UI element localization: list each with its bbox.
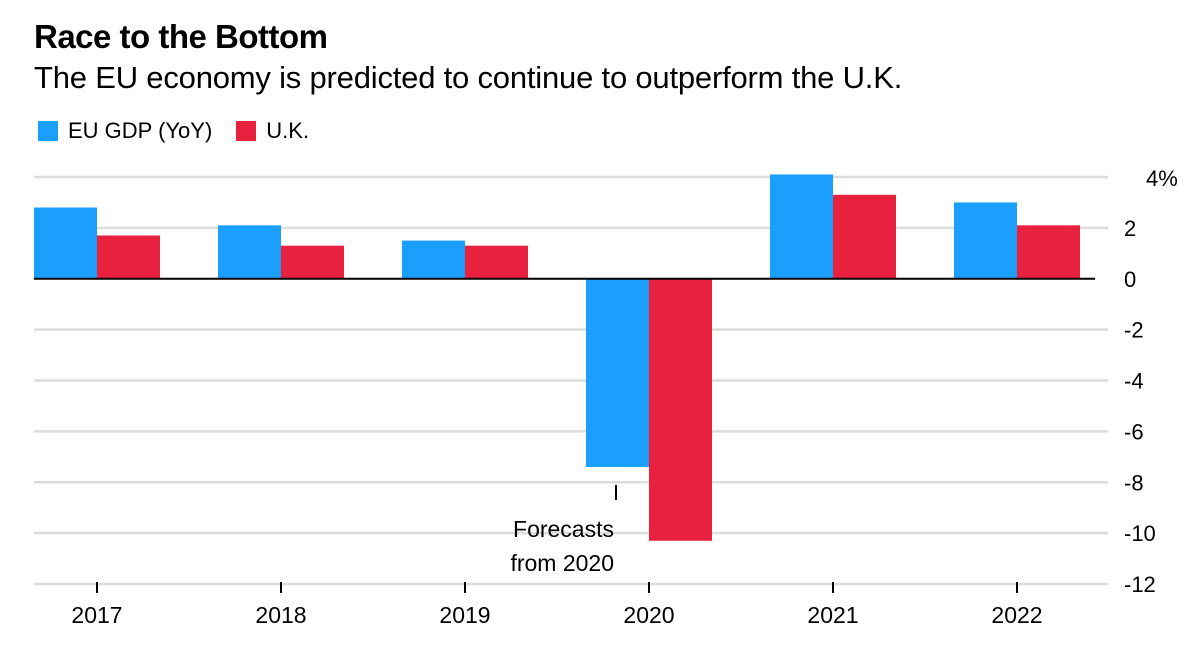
x-tick-label: 2018 [255, 602, 306, 628]
y-tick-label: 4% [1146, 166, 1178, 191]
bar-uk-2021 [833, 194, 896, 279]
legend-label-uk: U.K. [266, 118, 310, 143]
x-tick-label: 2021 [807, 602, 858, 628]
bar-eu-2020 [586, 278, 649, 467]
x-tick-label: 2022 [991, 602, 1042, 628]
x-tick-label: 2017 [71, 602, 122, 628]
annotation-text: from 2020 [510, 550, 614, 576]
legend-item-uk: U.K. [236, 118, 309, 144]
chart-title: Race to the Bottom [34, 18, 328, 55]
x-tick-label: 2019 [439, 602, 490, 628]
bar-eu-2021 [770, 174, 833, 279]
legend-swatch-uk [236, 121, 257, 141]
legend-swatch-eu [38, 121, 58, 141]
y-tick-label: -6 [1124, 419, 1144, 444]
annotation-text: Forecasts [513, 516, 614, 542]
y-tick-label: 0 [1124, 267, 1136, 292]
chart-subtitle: The EU economy is predicted to continue … [34, 60, 903, 95]
y-tick-label: -10 [1124, 521, 1156, 546]
x-tick-label: 2020 [623, 602, 674, 628]
bar-eu-2017 [34, 207, 97, 279]
bar-uk-2022 [1017, 225, 1080, 279]
bar-uk-2020 [649, 278, 712, 541]
bar-uk-2019 [465, 245, 528, 279]
bar-uk-2018 [281, 245, 344, 279]
bar-eu-2019 [402, 240, 465, 279]
bar-eu-2022 [954, 202, 1017, 279]
y-tick-label: -4 [1124, 369, 1144, 394]
y-tick-label: -12 [1124, 572, 1156, 597]
y-tick-label: -8 [1124, 470, 1144, 495]
bar-eu-2018 [218, 225, 281, 279]
legend-label-eu: EU GDP (YoY) [68, 118, 213, 143]
bar-uk-2017 [97, 235, 160, 279]
legend-item-eu: EU GDP (YoY) [38, 118, 212, 144]
chart-legend: EU GDP (YoY) U.K. [38, 118, 333, 144]
y-tick-label: 2 [1124, 216, 1136, 241]
y-tick-label: -2 [1124, 318, 1144, 343]
